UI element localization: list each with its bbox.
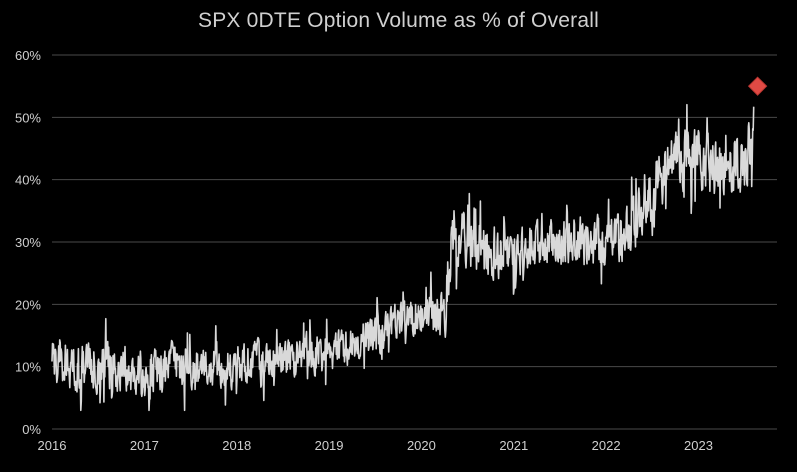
x-tick-label: 2019 [315, 438, 344, 453]
x-tick-label: 2018 [222, 438, 251, 453]
y-tick-label: 40% [15, 173, 41, 188]
y-tick-label: 30% [15, 235, 41, 250]
series-layer [51, 103, 755, 412]
y-tick-label: 60% [15, 48, 41, 63]
annotation-layer [747, 76, 768, 96]
x-tick-label: 2021 [499, 438, 528, 453]
y-tick-label: 50% [15, 110, 41, 125]
x-tick-label: 2022 [592, 438, 621, 453]
grid-lines [52, 54, 777, 430]
y-tick-label: 10% [15, 360, 41, 375]
y-axis-ticks: 0% 10% 20% 30% 40% 50% 60% [15, 48, 41, 437]
y-tick-label: 20% [15, 297, 41, 312]
x-tick-label: 2023 [684, 438, 713, 453]
x-tick-label: 2017 [130, 438, 159, 453]
x-tick-label: 2016 [38, 438, 67, 453]
y-tick-label: 0% [22, 422, 41, 437]
x-axis-ticks: 2016 2017 2018 2019 2020 2021 2022 2023 [38, 438, 713, 453]
x-tick-label: 2020 [407, 438, 436, 453]
latest-value-marker [747, 76, 768, 96]
series-line-0 [51, 103, 755, 412]
chart-title: SPX 0DTE Option Volume as % of Overall [198, 9, 599, 32]
